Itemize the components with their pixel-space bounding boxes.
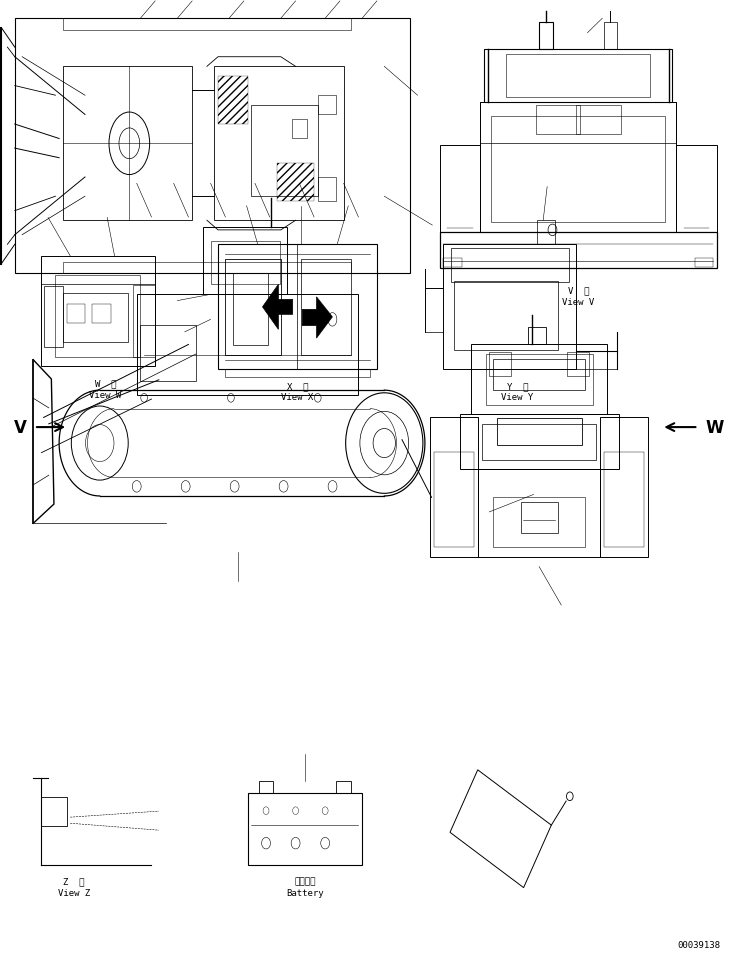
Bar xyxy=(63,67,192,221)
Bar xyxy=(604,23,617,50)
Text: W  視: W 視 xyxy=(95,379,116,387)
Bar xyxy=(478,470,600,557)
Bar xyxy=(493,498,585,548)
Bar xyxy=(41,257,155,367)
Bar xyxy=(604,453,644,548)
Bar xyxy=(318,96,336,115)
Bar xyxy=(225,370,370,378)
Bar xyxy=(137,295,358,396)
Bar xyxy=(491,117,665,223)
Bar xyxy=(506,55,650,98)
Text: Z  視: Z 視 xyxy=(63,876,85,885)
Bar xyxy=(225,259,281,356)
Bar xyxy=(218,245,377,370)
Bar xyxy=(493,359,585,391)
Bar xyxy=(434,453,474,548)
Bar xyxy=(520,503,557,533)
Bar xyxy=(67,305,85,324)
Bar xyxy=(63,293,128,343)
Bar xyxy=(537,221,555,245)
Text: V  視: V 視 xyxy=(568,286,589,295)
Bar xyxy=(292,120,307,139)
Bar xyxy=(233,274,268,346)
Bar xyxy=(600,417,648,557)
Bar xyxy=(63,19,351,31)
Text: W: W xyxy=(706,419,724,436)
Text: Battery: Battery xyxy=(286,888,324,897)
Bar xyxy=(218,77,248,125)
Text: View X: View X xyxy=(282,393,313,402)
Bar xyxy=(203,228,287,295)
Text: View V: View V xyxy=(562,298,594,307)
Text: View Z: View Z xyxy=(58,888,90,897)
Bar xyxy=(567,353,589,377)
Bar xyxy=(497,419,582,446)
Bar xyxy=(486,355,593,406)
Text: View Y: View Y xyxy=(501,393,534,402)
Bar xyxy=(336,781,351,793)
Bar xyxy=(440,233,717,269)
Bar xyxy=(576,106,621,135)
Bar xyxy=(451,249,569,283)
Bar xyxy=(248,793,362,865)
Bar xyxy=(277,163,314,202)
Bar xyxy=(471,345,607,415)
Bar xyxy=(430,417,478,557)
Bar xyxy=(63,262,351,274)
Polygon shape xyxy=(302,298,333,339)
Bar xyxy=(440,146,480,233)
Bar xyxy=(676,146,717,233)
Text: 00039138: 00039138 xyxy=(678,941,721,949)
Bar xyxy=(528,328,547,345)
Bar xyxy=(454,283,558,351)
Bar xyxy=(211,242,280,285)
Bar xyxy=(140,326,196,382)
Bar xyxy=(695,259,713,268)
Text: Y  視: Y 視 xyxy=(506,382,528,390)
Bar xyxy=(482,425,596,460)
Bar xyxy=(301,259,352,356)
Text: V: V xyxy=(14,419,27,436)
Text: バッテリ: バッテリ xyxy=(294,876,316,885)
Bar xyxy=(259,781,273,793)
Bar xyxy=(480,103,676,233)
Bar xyxy=(214,67,344,221)
Bar xyxy=(15,19,410,274)
Bar xyxy=(318,178,336,202)
Bar xyxy=(460,415,619,470)
Bar xyxy=(489,353,511,377)
Bar xyxy=(41,798,67,825)
Bar xyxy=(536,106,580,135)
Bar xyxy=(44,287,63,348)
Bar xyxy=(443,259,462,268)
Polygon shape xyxy=(262,285,293,330)
Bar xyxy=(484,50,672,103)
Bar xyxy=(480,103,676,144)
Bar xyxy=(55,276,140,357)
Bar xyxy=(251,106,318,197)
Text: X  視: X 視 xyxy=(287,382,308,390)
Text: View W: View W xyxy=(89,390,121,399)
Bar xyxy=(92,305,111,324)
Bar xyxy=(133,285,155,357)
Bar xyxy=(539,23,553,50)
Bar xyxy=(443,245,576,370)
